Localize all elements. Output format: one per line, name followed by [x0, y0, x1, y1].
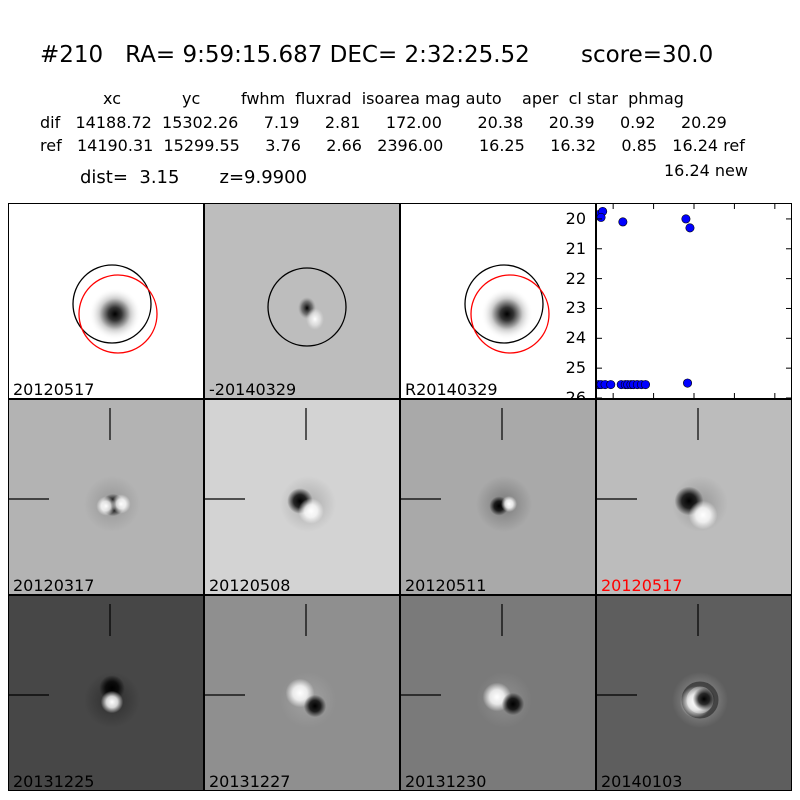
new-aperture-circle	[78, 274, 158, 354]
ref-stamp-panel[interactable]: 20120517	[8, 203, 204, 399]
history-stamp[interactable]: 20131227	[204, 595, 400, 791]
light-curve-point	[681, 214, 691, 224]
source-lobe	[111, 494, 131, 514]
history-stamp[interactable]: 20120511	[400, 399, 596, 595]
ref-aperture-circle	[72, 264, 152, 344]
light-curve-point	[618, 217, 628, 227]
history-stamp[interactable]: 20120508	[204, 399, 400, 595]
history-stamp[interactable]: 20140103	[596, 595, 792, 791]
dif-stamp-panel[interactable]: -20140329	[204, 203, 400, 399]
y-tick-label: 22	[565, 268, 586, 288]
y-tick-label: 24	[565, 328, 586, 348]
dipole-positive	[306, 308, 324, 330]
history-stamp[interactable]: 20120317	[8, 399, 204, 595]
source-lobe	[100, 690, 124, 714]
history-stamp[interactable]: 20131230	[400, 595, 596, 791]
stamp-date-label: 20131225	[13, 772, 95, 791]
light-curve-point	[597, 212, 606, 222]
aperture-circle	[267, 267, 347, 347]
new-ref-stamp-panel[interactable]: R20140329	[400, 203, 596, 399]
source-lobe	[688, 500, 718, 530]
y-tick-label: 20	[565, 208, 586, 228]
dif-row: dif 14188.72 15302.26 7.19 2.81 172.00 2…	[40, 113, 727, 132]
light-curve-point	[606, 380, 616, 390]
candidate-title: #210 RA= 9:59:15.687 DEC= 2:32:25.52 sco…	[40, 42, 714, 68]
stamp-date-label: 20131227	[209, 772, 291, 791]
ref-row: ref 14190.31 15299.55 3.76 2.66 2396.00 …	[40, 136, 745, 155]
source-lobe	[692, 687, 716, 711]
new-aperture-circle	[470, 274, 550, 354]
new-mag: 16.24 new	[664, 161, 748, 180]
stamp-date-label: 20120508	[209, 576, 291, 595]
history-stamp[interactable]: 20120517	[596, 399, 792, 595]
y-tick-label: 23	[565, 298, 586, 318]
column-header: xc yc fwhm fluxrad isoarea mag auto aper…	[103, 89, 684, 108]
dist-line: dist= 3.15 z=9.9900	[80, 167, 308, 188]
history-stamp[interactable]: 20131225	[8, 595, 204, 791]
stamp-date-label: 20120317	[13, 576, 95, 595]
source-lobe	[298, 498, 324, 524]
source-blob	[481, 288, 533, 340]
light-curve-point	[640, 380, 650, 390]
panel-label: -20140329	[209, 380, 297, 399]
stamp-date-label: 20120511	[405, 576, 487, 595]
light-curve-point	[683, 378, 693, 388]
light-curve-chart[interactable]	[596, 203, 792, 399]
y-tick-label: 25	[565, 358, 586, 378]
ref-aperture-circle	[464, 264, 544, 344]
light-curve-point	[685, 223, 695, 233]
source-blob	[89, 288, 141, 340]
stamp-date-label: 20120517	[601, 576, 683, 595]
source-lobe	[96, 496, 116, 516]
y-tick-label: 21	[565, 238, 586, 258]
source-lobe	[501, 692, 525, 716]
panel-label: R20140329	[405, 380, 498, 399]
panel-label: 20120517	[13, 380, 95, 399]
stamp-date-label: 20140103	[601, 772, 683, 791]
source-lobe	[501, 496, 517, 512]
source-lobe	[303, 694, 327, 718]
stamp-date-label: 20131230	[405, 772, 487, 791]
